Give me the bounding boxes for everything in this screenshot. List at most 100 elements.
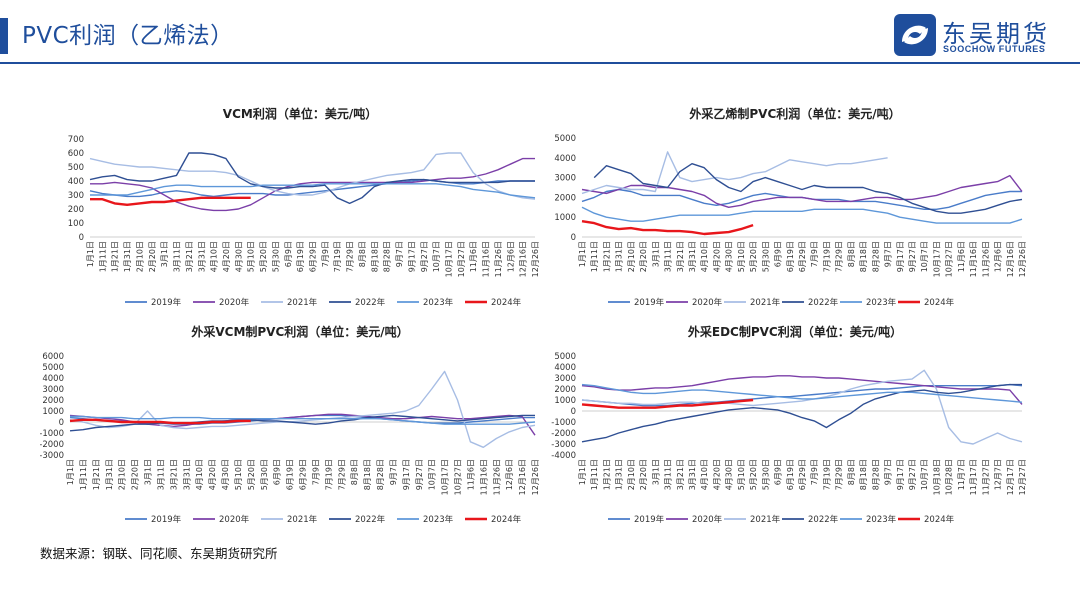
- y-tick-label: 0: [571, 407, 576, 417]
- series-line-2023: [70, 415, 536, 425]
- x-tick-label: 7月29日: [835, 241, 844, 272]
- x-tick-label: 11月16日: [969, 241, 978, 277]
- series-line-2019: [581, 383, 1023, 407]
- y-tick-label: 700: [68, 135, 84, 145]
- x-tick-label: 4月10日: [700, 241, 709, 272]
- x-tick-label: 4月20日: [208, 459, 217, 490]
- legend-label-2022: 2022年: [808, 514, 839, 525]
- x-tick-label: 6月9日: [774, 241, 783, 267]
- y-tick-label: 2000: [554, 193, 576, 203]
- x-tick-label: 3月31日: [182, 459, 191, 490]
- series-line-2021: [581, 369, 1023, 445]
- x-tick-label: 11月6日: [466, 459, 475, 490]
- legend-label-2023: 2023年: [423, 514, 454, 525]
- x-tick-label: 9月17日: [402, 459, 411, 490]
- y-tick-label: 5000: [554, 352, 576, 362]
- x-tick-label: 8月8日: [350, 459, 359, 485]
- x-tick-label: 10月7日: [428, 459, 437, 490]
- x-tick-label: 9月7日: [884, 241, 893, 267]
- y-tick-label: 200: [68, 205, 84, 215]
- series-line-2022: [593, 163, 1023, 214]
- x-tick-label: 4月10日: [195, 459, 204, 490]
- x-tick-label: 1月21日: [92, 459, 101, 490]
- x-tick-label: 7月9日: [810, 459, 819, 485]
- x-tick-label: 1月11日: [590, 459, 599, 490]
- y-tick-label: 3000: [554, 374, 576, 384]
- x-tick-label: 5月10日: [247, 241, 256, 272]
- x-tick-label: 4月10日: [700, 459, 709, 490]
- series-line-2019: [581, 188, 1022, 210]
- x-tick-label: 11月16日: [479, 459, 488, 495]
- x-tick-label: 5月10日: [737, 459, 746, 490]
- x-tick-label: 10月18日: [932, 459, 941, 495]
- series-line-2024: [581, 398, 754, 409]
- series-line-2024: [90, 196, 251, 206]
- x-tick-label: 11月6日: [469, 241, 478, 272]
- x-tick-label: 8月18日: [859, 241, 868, 272]
- x-tick-label: 8月18日: [363, 459, 372, 490]
- x-tick-label: 10月17日: [444, 241, 453, 277]
- y-tick-label: 4000: [554, 363, 576, 373]
- x-tick-label: 1月31日: [123, 241, 132, 272]
- x-tick-label: 5月30日: [271, 241, 280, 272]
- series-line-2023: [90, 183, 536, 199]
- x-tick-label: 6月29日: [798, 459, 807, 490]
- y-tick-label: 300: [68, 191, 84, 201]
- x-tick-label: 9月27日: [420, 241, 429, 272]
- x-tick-label: 10月28日: [945, 459, 954, 495]
- x-tick-label: 11月16日: [482, 241, 491, 277]
- x-tick-label: 11月7日: [957, 459, 966, 490]
- x-tick-label: 6月19日: [786, 459, 795, 490]
- y-tick-label: 4000: [42, 374, 64, 384]
- legend-label-2022: 2022年: [355, 297, 386, 308]
- series-line-2022: [581, 383, 1022, 443]
- data-source-note: 数据来源：钢联、同花顺、东吴期货研究所: [40, 546, 278, 561]
- x-tick-label: 8月8日: [358, 241, 367, 267]
- series-line-2024: [581, 220, 754, 236]
- x-tick-label: 4月10日: [210, 241, 219, 272]
- x-tick-label: 9月17日: [896, 241, 905, 272]
- x-tick-label: 11月27日: [981, 459, 990, 495]
- x-tick-label: 6月29日: [798, 241, 807, 272]
- y-tick-label: 2000: [554, 385, 576, 395]
- y-tick-label: 0: [59, 418, 64, 428]
- series-line-2022: [69, 414, 535, 432]
- y-tick-label: -2000: [40, 440, 64, 450]
- x-tick-label: 8月28日: [871, 459, 880, 490]
- x-tick-label: 4月20日: [712, 459, 721, 490]
- chart-title: VCM利润（单位：美元/吨）: [223, 106, 377, 121]
- x-tick-label: 1月1日: [578, 459, 587, 485]
- x-tick-label: 12月6日: [994, 241, 1003, 272]
- x-tick-label: 1月11日: [590, 241, 599, 272]
- chart-title: 外采EDC制PVC利润（单位：美元/吨）: [688, 324, 902, 339]
- x-tick-label: 1月31日: [615, 459, 624, 490]
- series-line-2021: [69, 370, 536, 448]
- y-tick-label: 2000: [42, 396, 64, 406]
- x-tick-label: 9月27日: [908, 459, 917, 490]
- x-tick-label: 11月26日: [494, 241, 503, 277]
- x-tick-label: 5月30日: [761, 241, 770, 272]
- x-tick-label: 7月9日: [311, 459, 320, 485]
- x-tick-label: 7月19日: [822, 241, 831, 272]
- y-tick-label: 600: [68, 149, 84, 159]
- series-line-2023: [581, 383, 1023, 403]
- legend-label-2024: 2024年: [491, 514, 522, 525]
- x-tick-label: 3月1日: [651, 459, 660, 485]
- legend-label-2020: 2020年: [219, 297, 250, 308]
- legend-label-2024: 2024年: [924, 514, 955, 525]
- x-tick-label: 5月10日: [234, 459, 243, 490]
- series-line-2023: [581, 206, 1023, 224]
- series-line-2021: [89, 152, 536, 200]
- y-tick-label: 0: [79, 233, 84, 243]
- x-tick-label: 4月30日: [221, 459, 230, 490]
- x-tick-label: 3月31日: [688, 241, 697, 272]
- x-tick-label: 12月27日: [1018, 459, 1027, 495]
- legend-label-2021: 2021年: [287, 514, 318, 525]
- x-tick-label: 8月28日: [383, 241, 392, 272]
- x-tick-label: 4月30日: [725, 459, 734, 490]
- x-tick-label: 2月20日: [148, 241, 157, 272]
- y-tick-label: 3000: [554, 174, 576, 184]
- x-tick-label: 3月1日: [160, 241, 169, 267]
- x-tick-label: 3月1日: [144, 459, 153, 485]
- x-tick-label: 7月19日: [822, 459, 831, 490]
